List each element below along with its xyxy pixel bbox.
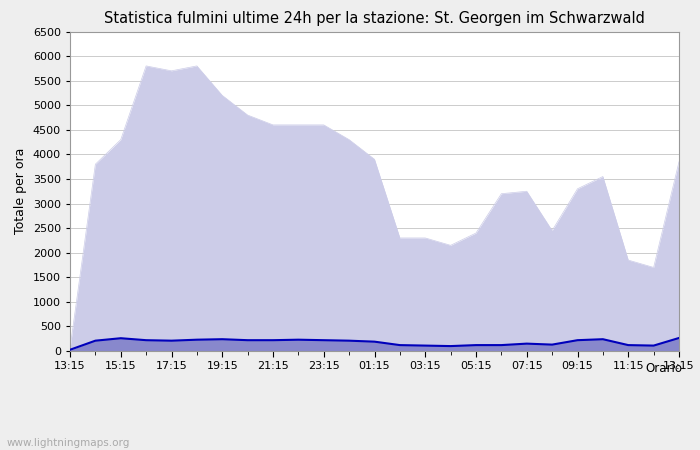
Text: Orario: Orario — [645, 362, 682, 375]
Title: Statistica fulmini ultime 24h per la stazione: St. Georgen im Schwarzwald: Statistica fulmini ultime 24h per la sta… — [104, 11, 645, 26]
Text: www.lightningmaps.org: www.lightningmaps.org — [7, 438, 130, 448]
Y-axis label: Totale per ora: Totale per ora — [14, 148, 27, 234]
